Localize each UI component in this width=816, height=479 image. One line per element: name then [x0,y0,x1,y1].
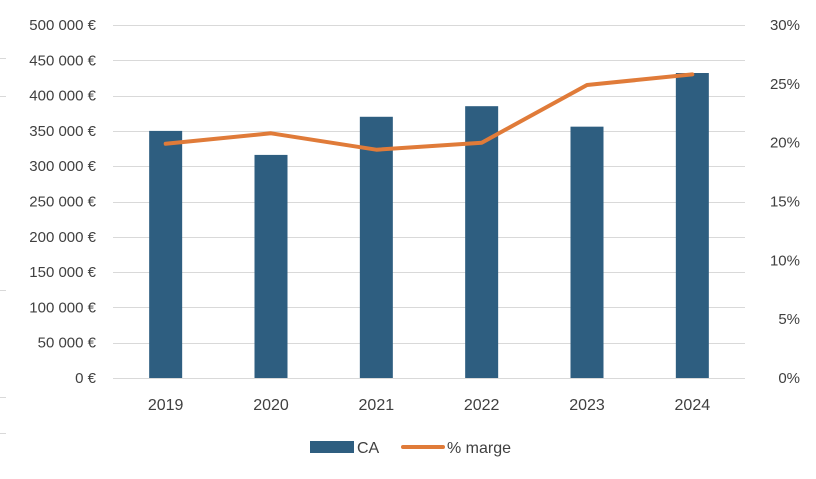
y-right-tick-label: 10% [770,252,800,269]
page-edge-rule [0,58,6,59]
y-left-tick-label: 50 000 € [38,335,97,352]
line-marge [166,74,693,149]
y-right-tick-label: 0% [778,370,800,387]
legend-label-ca: CA [357,440,380,457]
y-right-tick-label: 30% [770,17,800,34]
page-edge-rule [0,397,6,398]
y-right-tick-label: 15% [770,194,800,211]
y-left-tick-label: 350 000 € [29,123,96,140]
x-tick-label: 2019 [148,397,184,414]
legend: CA % marge [310,440,511,457]
x-tick-label: 2022 [464,397,500,414]
y-left-tick-label: 400 000 € [29,88,96,105]
y-left-tick-label: 0 € [75,370,97,387]
bar-ca-2020 [255,155,288,378]
x-tick-label: 2024 [675,397,711,414]
legend-label-marge: % marge [447,440,511,457]
y-right-tick-label: 20% [770,135,800,152]
y-right-tick-label: 5% [778,311,800,328]
y-left-tick-label: 450 000 € [29,52,96,69]
bar-ca-2019 [149,131,182,378]
y-left-tick-label: 250 000 € [29,194,96,211]
bar-ca-2024 [676,73,709,378]
x-tick-label: 2021 [359,397,395,414]
y-left-tick-label: 150 000 € [29,264,96,281]
y-left-tick-label: 100 000 € [29,299,96,316]
y-left-tick-label: 500 000 € [29,17,96,34]
gridlines [113,26,745,344]
x-tick-label: 2023 [569,397,605,414]
bar-ca-2023 [571,127,604,378]
x-tick-label: 2020 [253,397,289,414]
page-edge-rule [0,433,6,434]
line-series-marge [166,74,693,150]
y-left-tick-label: 300 000 € [29,158,96,175]
bar-ca-2022 [465,106,498,378]
y-left-tick-label: 200 000 € [29,229,96,246]
y-right-tick-label: 25% [770,76,800,93]
page-edge-rule [0,290,6,291]
page-edge-rule [0,96,6,97]
bar-series-ca [149,73,709,378]
legend-swatch-ca [310,441,354,453]
bar-ca-2021 [360,117,393,378]
